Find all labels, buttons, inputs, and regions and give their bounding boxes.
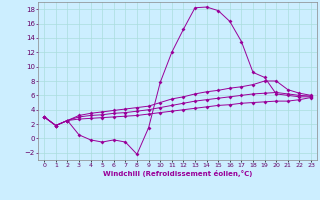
X-axis label: Windchill (Refroidissement éolien,°C): Windchill (Refroidissement éolien,°C): [103, 170, 252, 177]
